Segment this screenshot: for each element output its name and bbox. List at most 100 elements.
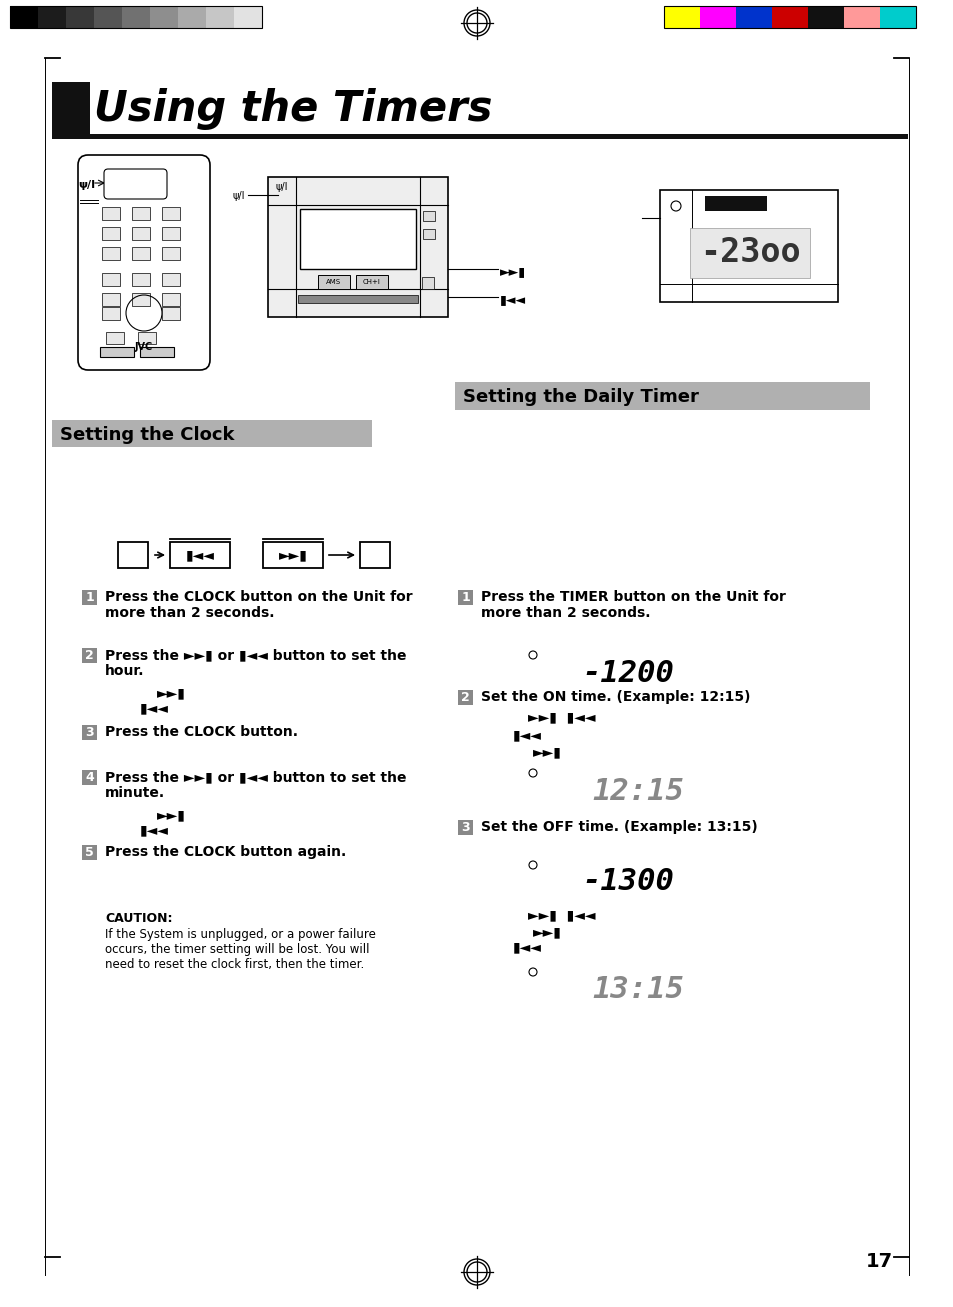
- Text: ψ/I: ψ/I: [78, 180, 95, 190]
- Bar: [178, 7, 206, 27]
- Text: Set the OFF time. (Example: 13:15): Set the OFF time. (Example: 13:15): [480, 819, 757, 834]
- Bar: [132, 293, 150, 306]
- FancyBboxPatch shape: [78, 156, 210, 370]
- Text: Press the CLOCK button.: Press the CLOCK button.: [105, 725, 297, 738]
- Bar: [299, 209, 416, 269]
- Text: CAUTION:: CAUTION:: [105, 912, 172, 925]
- Text: ►►▮: ►►▮: [533, 745, 561, 759]
- Text: Using the Timers: Using the Timers: [94, 88, 492, 129]
- Bar: [52, 82, 90, 135]
- Text: 1: 1: [85, 591, 93, 604]
- Bar: [132, 227, 150, 240]
- Bar: [771, 7, 807, 27]
- Bar: [807, 7, 843, 27]
- Text: Setting the Daily Timer: Setting the Daily Timer: [462, 388, 699, 406]
- Bar: [10, 7, 262, 27]
- Bar: [102, 207, 120, 220]
- Bar: [102, 247, 120, 260]
- Text: ▮◄◄: ▮◄◄: [186, 548, 214, 562]
- Bar: [162, 273, 180, 286]
- Bar: [704, 196, 766, 210]
- Text: Setting the Clock: Setting the Clock: [60, 426, 234, 443]
- Text: 12:15: 12:15: [592, 778, 683, 806]
- Text: ▮◄◄: ▮◄◄: [513, 728, 541, 742]
- Bar: [162, 247, 180, 260]
- Bar: [162, 307, 180, 320]
- Text: AMS: AMS: [326, 278, 341, 285]
- Bar: [102, 227, 120, 240]
- Text: 4: 4: [85, 771, 93, 784]
- Bar: [659, 190, 837, 302]
- Text: 2: 2: [460, 691, 470, 704]
- Text: JVC: JVC: [134, 342, 153, 352]
- Bar: [122, 7, 150, 27]
- Text: CH+I: CH+I: [363, 278, 380, 285]
- Bar: [132, 207, 150, 220]
- Text: 5: 5: [85, 846, 93, 859]
- Bar: [82, 846, 97, 860]
- Text: ▮◄◄: ▮◄◄: [140, 701, 169, 715]
- Text: ▮◄◄: ▮◄◄: [140, 823, 169, 836]
- Text: ►►▮: ►►▮: [278, 548, 307, 562]
- Text: Press the ►►▮ or ▮◄◄ button to set the
hour.: Press the ►►▮ or ▮◄◄ button to set the h…: [105, 648, 406, 678]
- Text: Set the ON time. (Example: 12:15): Set the ON time. (Example: 12:15): [480, 690, 750, 704]
- Bar: [455, 382, 869, 410]
- Bar: [297, 295, 417, 303]
- Bar: [700, 7, 735, 27]
- Text: -1300: -1300: [581, 868, 673, 897]
- Text: ►►▮: ►►▮: [533, 925, 561, 938]
- Bar: [132, 247, 150, 260]
- Text: Press the CLOCK button on the Unit for
more than 2 seconds.: Press the CLOCK button on the Unit for m…: [105, 589, 413, 621]
- Bar: [38, 7, 66, 27]
- Bar: [82, 770, 97, 786]
- Bar: [132, 273, 150, 286]
- Text: ►►▮: ►►▮: [499, 265, 525, 278]
- Bar: [140, 346, 173, 357]
- Bar: [663, 7, 700, 27]
- Text: -1200: -1200: [581, 659, 673, 687]
- Bar: [102, 293, 120, 306]
- Bar: [52, 420, 372, 447]
- Text: ▮◄◄: ▮◄◄: [513, 940, 541, 954]
- Text: Press the ►►▮ or ▮◄◄ button to set the
minute.: Press the ►►▮ or ▮◄◄ button to set the m…: [105, 770, 406, 800]
- Bar: [233, 7, 262, 27]
- Text: ►►▮: ►►▮: [157, 808, 186, 822]
- Bar: [735, 7, 771, 27]
- Bar: [66, 7, 94, 27]
- Bar: [150, 7, 178, 27]
- Bar: [422, 210, 435, 221]
- Text: Press the TIMER button on the Unit for
more than 2 seconds.: Press the TIMER button on the Unit for m…: [480, 589, 785, 621]
- Text: ►►▮: ►►▮: [157, 686, 186, 701]
- Text: ▮◄◄: ▮◄◄: [499, 293, 525, 306]
- Bar: [206, 7, 233, 27]
- Bar: [102, 273, 120, 286]
- Text: ψ/I: ψ/I: [233, 191, 245, 201]
- Bar: [10, 7, 38, 27]
- Text: 1: 1: [460, 591, 470, 604]
- Bar: [100, 346, 133, 357]
- Bar: [170, 542, 230, 569]
- Bar: [162, 207, 180, 220]
- Text: If the System is unplugged, or a power failure
occurs, the timer setting will be: If the System is unplugged, or a power f…: [105, 928, 375, 971]
- Bar: [317, 274, 350, 289]
- Bar: [843, 7, 879, 27]
- Text: 3: 3: [85, 725, 93, 738]
- Bar: [268, 176, 448, 318]
- Bar: [359, 542, 390, 569]
- Bar: [162, 227, 180, 240]
- Bar: [138, 332, 156, 344]
- Bar: [879, 7, 915, 27]
- Bar: [118, 542, 148, 569]
- Text: ►►▮  ▮◄◄: ►►▮ ▮◄◄: [527, 908, 595, 921]
- Text: Press the CLOCK button again.: Press the CLOCK button again.: [105, 846, 346, 859]
- Bar: [82, 648, 97, 663]
- Text: 17: 17: [865, 1252, 892, 1270]
- Bar: [263, 542, 323, 569]
- Bar: [663, 7, 915, 27]
- Text: 2: 2: [85, 650, 93, 663]
- Bar: [106, 332, 124, 344]
- Bar: [421, 277, 434, 289]
- Text: ψ/I: ψ/I: [275, 182, 288, 192]
- Text: ►►▮  ▮◄◄: ►►▮ ▮◄◄: [527, 710, 595, 724]
- Text: 13:15: 13:15: [592, 975, 683, 1005]
